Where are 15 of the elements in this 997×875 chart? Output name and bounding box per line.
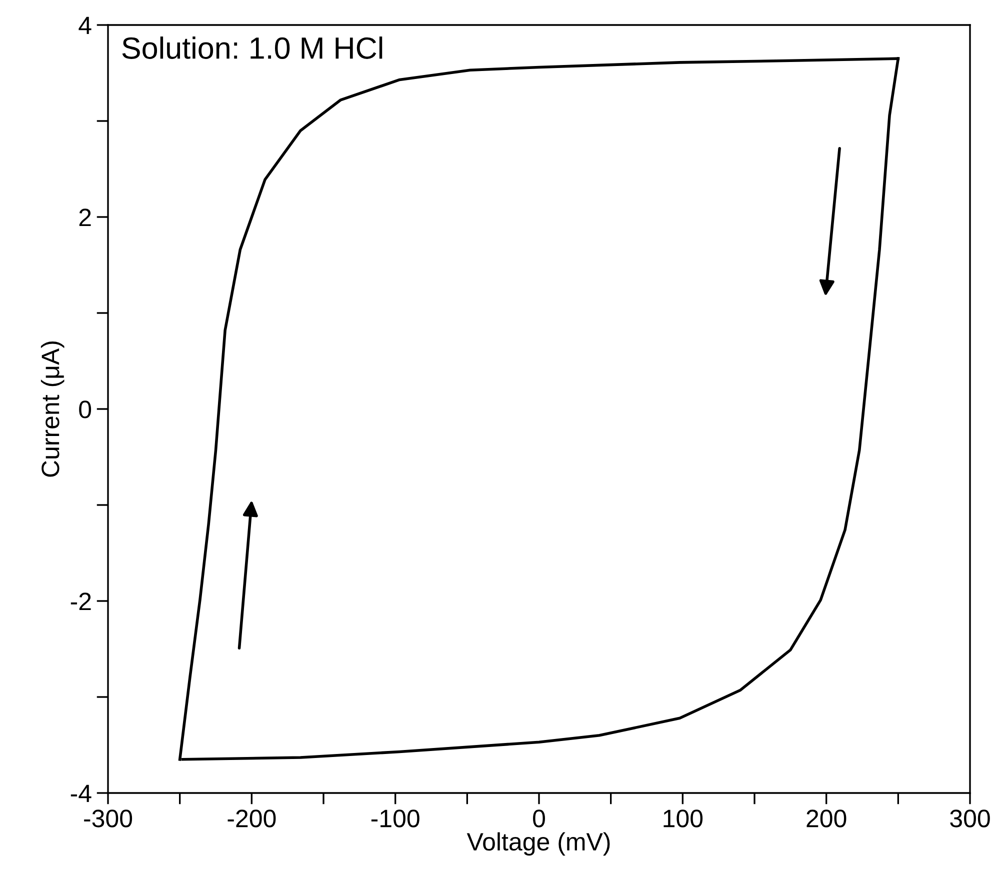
y-axis-title: Current (μA) <box>40 342 64 477</box>
x-tick-label: -200 <box>228 810 276 828</box>
y-tick-label: 2 <box>79 208 91 226</box>
x-tick-label: 100 <box>664 810 703 828</box>
y-tick-label: -4 <box>70 784 92 802</box>
y-tick-label: 4 <box>78 16 92 34</box>
y-tick-label: 0 <box>79 400 92 418</box>
x-tick-label: 300 <box>950 810 990 828</box>
x-tick-label: 200 <box>806 810 846 828</box>
annotation: Solution: 1.0 M HCl <box>122 36 382 59</box>
y-tick-label: -2 <box>70 592 91 610</box>
x-axis-title: Voltage (mV) <box>466 832 610 856</box>
x-tick-label: -100 <box>371 810 420 828</box>
x-tick-label: 0 <box>533 810 545 828</box>
x-tick-label: -300 <box>84 810 132 828</box>
